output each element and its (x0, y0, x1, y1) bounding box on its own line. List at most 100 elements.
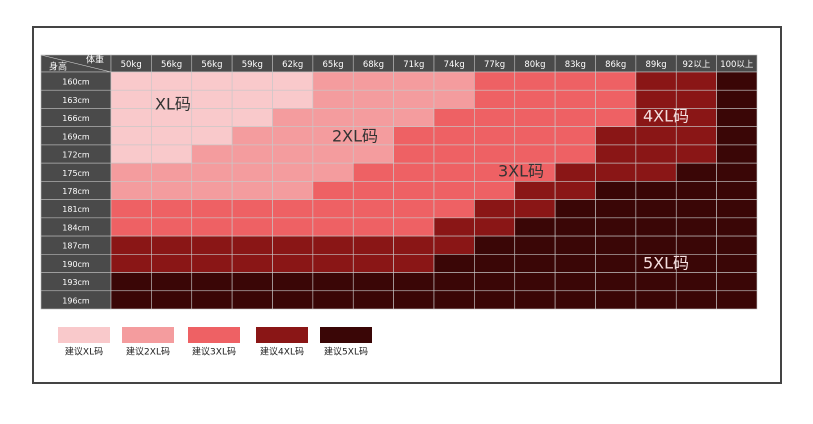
size-cell (635, 144, 677, 164)
size-cell (272, 217, 314, 237)
legend-label: 建议4XL码 (260, 346, 304, 358)
size-cell (474, 108, 516, 127)
size-cell (554, 254, 596, 273)
size-cell (554, 108, 596, 127)
size-cell (393, 254, 435, 273)
size-cell (514, 217, 556, 237)
size-cell (110, 235, 152, 255)
size-cell (272, 108, 314, 127)
size-cell (191, 89, 233, 109)
size-cell (151, 199, 193, 219)
size-cell (151, 71, 193, 91)
size-cell (433, 235, 475, 255)
row-header: 184cm (62, 223, 90, 232)
size-cell (272, 162, 314, 182)
size-cell (272, 235, 314, 255)
size-region-label: 3XL码 (498, 162, 544, 181)
size-cell (474, 144, 516, 164)
size-cell (110, 89, 152, 109)
size-cell (474, 126, 516, 146)
row-header: 181cm (62, 205, 90, 214)
size-cell (272, 199, 314, 219)
column-header: 86kg (605, 60, 626, 70)
size-cell (433, 71, 475, 91)
size-cell (151, 290, 193, 310)
size-cell (312, 290, 354, 310)
legend-swatch (256, 327, 308, 343)
size-cell (474, 217, 516, 237)
size-cell (635, 71, 677, 91)
size-cell (231, 217, 273, 237)
size-cell (554, 199, 596, 219)
size-cell (393, 108, 435, 127)
size-cell (635, 162, 677, 182)
row-header: 190cm (62, 260, 90, 269)
size-cell (433, 272, 475, 292)
size-cell (514, 272, 556, 292)
size-cell (554, 181, 596, 200)
size-cell (474, 71, 516, 91)
size-cell (231, 199, 273, 219)
size-cell (716, 144, 758, 164)
size-cell (231, 290, 273, 310)
size-cell (191, 108, 233, 127)
size-cell (272, 290, 314, 310)
size-cell (635, 217, 677, 237)
size-cell (595, 71, 637, 91)
size-cell (231, 162, 273, 182)
legend-swatch (320, 327, 372, 343)
size-cell (675, 144, 717, 164)
column-header: 56kg (201, 60, 222, 70)
size-region-label: 2XL码 (332, 127, 378, 146)
size-cell (272, 126, 314, 146)
size-cell (433, 181, 475, 200)
size-cell (595, 108, 637, 127)
size-cell (514, 144, 556, 164)
column-header: 92以上 (683, 60, 711, 70)
size-cell (231, 235, 273, 255)
column-header: 74kg (444, 60, 465, 70)
column-header: 80kg (524, 60, 545, 70)
size-cell (352, 162, 394, 182)
legend-swatch (122, 327, 174, 343)
size-cell (110, 126, 152, 146)
size-cell (716, 290, 758, 310)
size-cell (312, 217, 354, 237)
size-cell (272, 89, 314, 109)
size-cell (554, 217, 596, 237)
size-cell (595, 181, 637, 200)
size-cell (716, 162, 758, 182)
corner-divider (40, 54, 112, 73)
size-cell (393, 89, 435, 109)
size-cell (352, 272, 394, 292)
size-region-label: 4XL码 (643, 107, 689, 126)
row-header: 160cm (62, 78, 90, 87)
size-cell (514, 89, 556, 109)
size-cell (433, 290, 475, 310)
size-cell (474, 290, 516, 310)
size-cell (595, 162, 637, 182)
legend-label: 建议2XL码 (126, 346, 170, 358)
size-cell (231, 71, 273, 91)
size-cell (554, 89, 596, 109)
size-cell (272, 71, 314, 91)
size-cell (474, 181, 516, 200)
size-cell (110, 71, 152, 91)
size-cell (514, 126, 556, 146)
size-cell (191, 235, 233, 255)
size-cell (191, 217, 233, 237)
size-cell (716, 89, 758, 109)
size-cell (393, 126, 435, 146)
size-cell (151, 126, 193, 146)
row-header: 187cm (62, 242, 90, 251)
size-cell (675, 217, 717, 237)
size-cell (433, 126, 475, 146)
size-cell (635, 235, 677, 255)
size-cell (716, 199, 758, 219)
size-cell (110, 162, 152, 182)
size-cell (191, 71, 233, 91)
size-cell (554, 290, 596, 310)
size-cell (312, 272, 354, 292)
size-cell (595, 235, 637, 255)
